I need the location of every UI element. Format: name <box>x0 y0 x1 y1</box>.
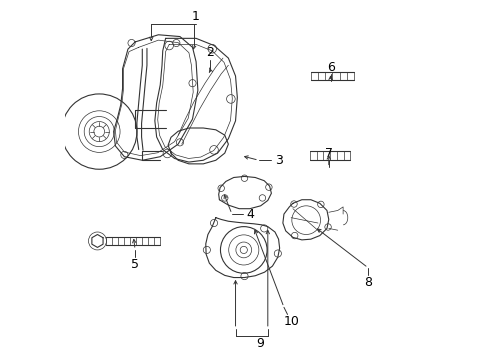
Text: 10: 10 <box>283 315 299 328</box>
Text: 7: 7 <box>324 147 332 159</box>
Text: 9: 9 <box>256 337 264 350</box>
Text: 6: 6 <box>326 60 334 73</box>
Text: 3: 3 <box>274 154 282 167</box>
Text: 8: 8 <box>364 276 371 289</box>
Text: 4: 4 <box>245 208 253 221</box>
Text: 2: 2 <box>206 46 214 59</box>
Text: 1: 1 <box>192 10 200 23</box>
Text: 5: 5 <box>131 258 139 271</box>
